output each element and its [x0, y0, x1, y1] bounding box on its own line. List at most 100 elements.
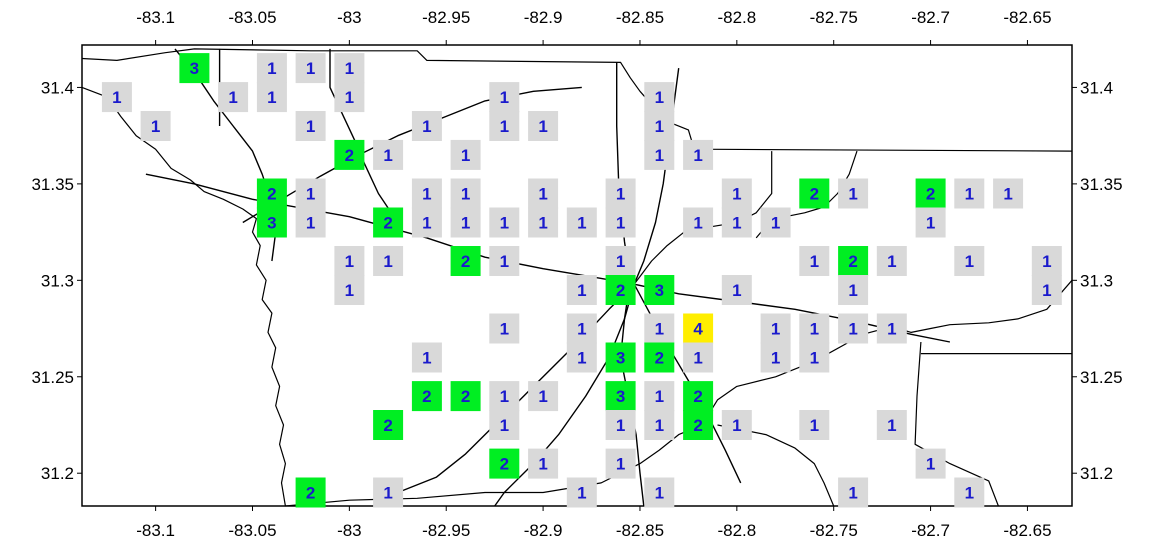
count-cell-label: 1	[500, 252, 509, 271]
count-cell-fill	[683, 342, 714, 373]
count-cell-fill	[605, 342, 636, 373]
count-cell: 4	[683, 313, 714, 344]
count-cell-fill	[489, 448, 520, 479]
count-cell-fill	[566, 313, 597, 344]
y-tick-label-left: 31.3	[41, 271, 74, 290]
count-cell-fill	[450, 207, 481, 238]
count-cell-fill	[373, 246, 404, 276]
count-cell: 1	[605, 178, 636, 209]
x-tick-label-bottom: -83.05	[228, 521, 276, 540]
count-cell: 2	[373, 410, 404, 440]
count-cell-fill	[915, 448, 946, 479]
count-cell-label: 1	[577, 484, 586, 503]
count-cell-fill	[256, 178, 287, 209]
count-cell-label: 1	[383, 484, 392, 503]
count-cell: 1	[566, 313, 597, 344]
count-cell-label: 1	[267, 88, 276, 107]
count-cell: 1	[799, 410, 830, 440]
count-cell: 1	[876, 313, 907, 344]
count-cell: 1	[566, 342, 597, 373]
count-cell-label: 1	[810, 320, 819, 339]
count-cell-label: 1	[693, 349, 702, 368]
count-cell-fill	[605, 381, 636, 412]
count-cell-label: 1	[810, 252, 819, 271]
count-cell: 1	[799, 246, 830, 276]
count-cell-fill	[876, 246, 907, 276]
count-cell: 1	[528, 111, 559, 141]
count-cell-label: 1	[345, 281, 354, 300]
count-cell-fill	[605, 275, 636, 305]
count-cell-label: 1	[345, 252, 354, 271]
count-cell-label: 1	[655, 117, 664, 136]
count-cell-fill	[528, 381, 559, 412]
count-cell: 2	[450, 381, 481, 412]
count-cell: 1	[683, 207, 714, 238]
road-line-16	[633, 283, 742, 484]
count-cell-label: 1	[461, 185, 470, 204]
count-cell-label: 1	[538, 117, 547, 136]
count-cell-label: 1	[538, 185, 547, 204]
count-cell: 1	[411, 207, 442, 238]
count-cell: 1	[373, 139, 404, 170]
count-cell: 2	[838, 246, 869, 276]
boundary-line-2	[285, 279, 1073, 507]
count-cell: 1	[528, 381, 559, 412]
count-cell: 1	[799, 342, 830, 373]
y-tick-label-left: 31.25	[31, 368, 74, 387]
count-cell: 1	[411, 342, 442, 373]
count-cell-label: 1	[616, 416, 625, 435]
count-cell-label: 1	[732, 281, 741, 300]
count-cell-label: 1	[500, 117, 509, 136]
count-cell-fill	[644, 275, 675, 305]
count-cell-fill	[683, 381, 714, 412]
count-cell: 1	[450, 207, 481, 238]
count-cell-label: 1	[112, 88, 121, 107]
x-tick-label-bottom: -82.75	[810, 521, 858, 540]
count-cell: 1	[101, 82, 132, 113]
count-cell: 2	[644, 342, 675, 373]
count-cell-label: 1	[422, 185, 431, 204]
count-cell: 1	[489, 207, 520, 238]
count-cell-label: 2	[345, 146, 354, 165]
count-cell: 1	[644, 82, 675, 113]
count-cell: 2	[411, 381, 442, 412]
count-cell: 1	[644, 381, 675, 412]
count-cell-label: 1	[732, 185, 741, 204]
count-cell-label: 1	[655, 320, 664, 339]
count-cell-label: 1	[926, 214, 935, 233]
count-cell-fill	[605, 448, 636, 479]
count-cell: 1	[721, 275, 752, 305]
count-cell-label: 1	[655, 416, 664, 435]
count-cell-fill	[295, 477, 326, 508]
count-cell-label: 3	[655, 281, 664, 300]
count-cell-fill	[489, 381, 520, 412]
count-cell: 2	[683, 410, 714, 440]
count-cell-fill	[295, 207, 326, 238]
count-cell-label: 1	[500, 387, 509, 406]
x-tick-label-top: -82.95	[422, 8, 470, 27]
count-cell: 1	[528, 178, 559, 209]
count-cell-fill	[838, 477, 869, 508]
count-cell-label: 2	[500, 455, 509, 474]
count-cell: 1	[411, 178, 442, 209]
count-cell: 1	[760, 313, 791, 344]
x-tick-label-bottom: -82.65	[1003, 521, 1051, 540]
count-cell: 1	[760, 207, 791, 238]
count-cell-label: 1	[693, 214, 702, 233]
count-cell-label: 1	[848, 185, 857, 204]
count-cell-label: 1	[810, 416, 819, 435]
y-tick-label-right: 31.4	[1080, 78, 1113, 97]
count-cell: 1	[954, 246, 985, 276]
count-cell-fill	[489, 111, 520, 141]
count-cell-fill	[799, 313, 830, 344]
count-cell-fill	[915, 207, 946, 238]
x-tick-label-bottom: -82.95	[422, 521, 470, 540]
count-cell-label: 1	[306, 185, 315, 204]
count-cell-fill	[683, 313, 714, 344]
count-cell-fill	[450, 246, 481, 276]
count-cell: 1	[489, 82, 520, 113]
count-cell-label: 1	[693, 146, 702, 165]
count-cell-label: 1	[810, 349, 819, 368]
count-cell-fill	[644, 477, 675, 508]
